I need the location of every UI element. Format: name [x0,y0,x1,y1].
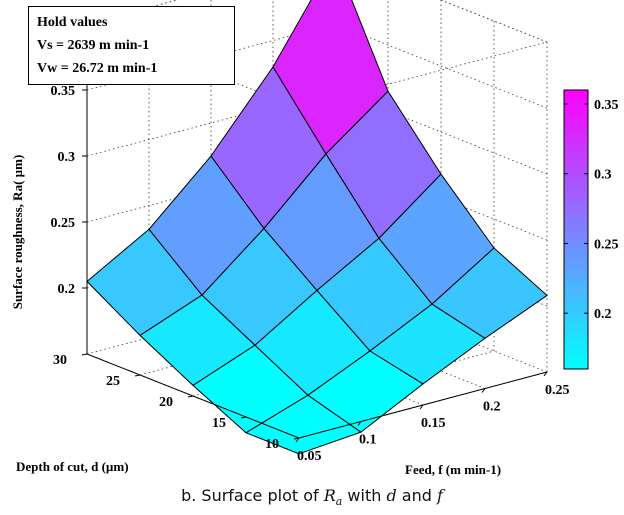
depth-tick-label: 25 [106,374,120,389]
tick-mark [543,371,548,377]
tick-mark [187,395,194,398]
caption-var-d: d [386,486,397,505]
tick-mark [357,421,362,426]
hold-values-title: Hold values [37,15,108,30]
tick-mark [240,416,247,419]
tick-labels: 0.05 0.1 0.15 0.2 0.25 10 15 20 25 30 0.2 0.25 0.3 0.… [51,18,570,464]
y-axis-label: Depth of cut, d (µm) [16,459,129,474]
tick-mark [134,374,141,377]
z-tick-label: 0.2 [58,282,76,297]
tick-mark [419,404,424,410]
colorbar-tick-label: 0.25 [594,237,619,252]
caption-and: and [396,486,437,505]
tick-mark [293,437,300,440]
depth-tick-label: 10 [265,437,279,452]
caption-var-r: R [323,486,336,505]
z-axis-label: Surface roughness, Ra( µm) [10,155,25,310]
surface-plot: 0.050.10.150.20.2510152025300.20.250.30.… [10,0,619,477]
colorbar-gradient [563,89,589,370]
x-axis-label: Feed, f (m min-1) [405,462,501,477]
hold-value-vs: Vs = 2639 m min-1 [37,38,150,53]
surface-mesh [86,0,548,455]
caption-middle: with [342,486,387,505]
z-tick-label: 0.35 [51,84,76,99]
colorbar-tick-label: 0.3 [594,168,612,183]
feed-tick-label: 0.05 [297,449,322,464]
tick-mark [295,437,300,443]
feed-tick-label: 0.2 [483,400,501,415]
colorbar-tick-label: 0.2 [594,307,612,322]
colorbar: 0.2 0.25 0.3 0.35 [563,89,619,370]
box-edge [439,0,548,43]
caption-prefix: b. Surface plot of [181,486,324,505]
depth-tick-label: 15 [212,416,226,431]
feed-tick-label: 0.15 [421,416,446,431]
depth-tick-label: 30 [53,353,67,368]
hold-values-box: Hold values Vs = 2639 m min-1 Vw = 26.72… [28,6,235,85]
depth-tick-label: 20 [159,395,173,410]
feed-tick-label: 0.1 [359,433,377,448]
z-tick-label: 0.25 [51,216,76,231]
figure-caption: b. Surface plot of Ra with d and f [0,486,624,508]
tick-mark [481,388,486,393]
grid-line [334,23,548,109]
caption-var-sub: a [335,495,343,509]
surface-patch [431,247,548,339]
feed-tick-label: 0.25 [545,383,570,398]
colorbar-tick-label: 0.35 [594,98,619,113]
caption-var-f: f [436,486,443,505]
hold-value-vw: Vw = 26.72 m min-1 [37,61,158,76]
grid-line [439,0,548,43]
tick-mark [81,353,88,356]
z-tick-label: 0.3 [58,150,76,165]
